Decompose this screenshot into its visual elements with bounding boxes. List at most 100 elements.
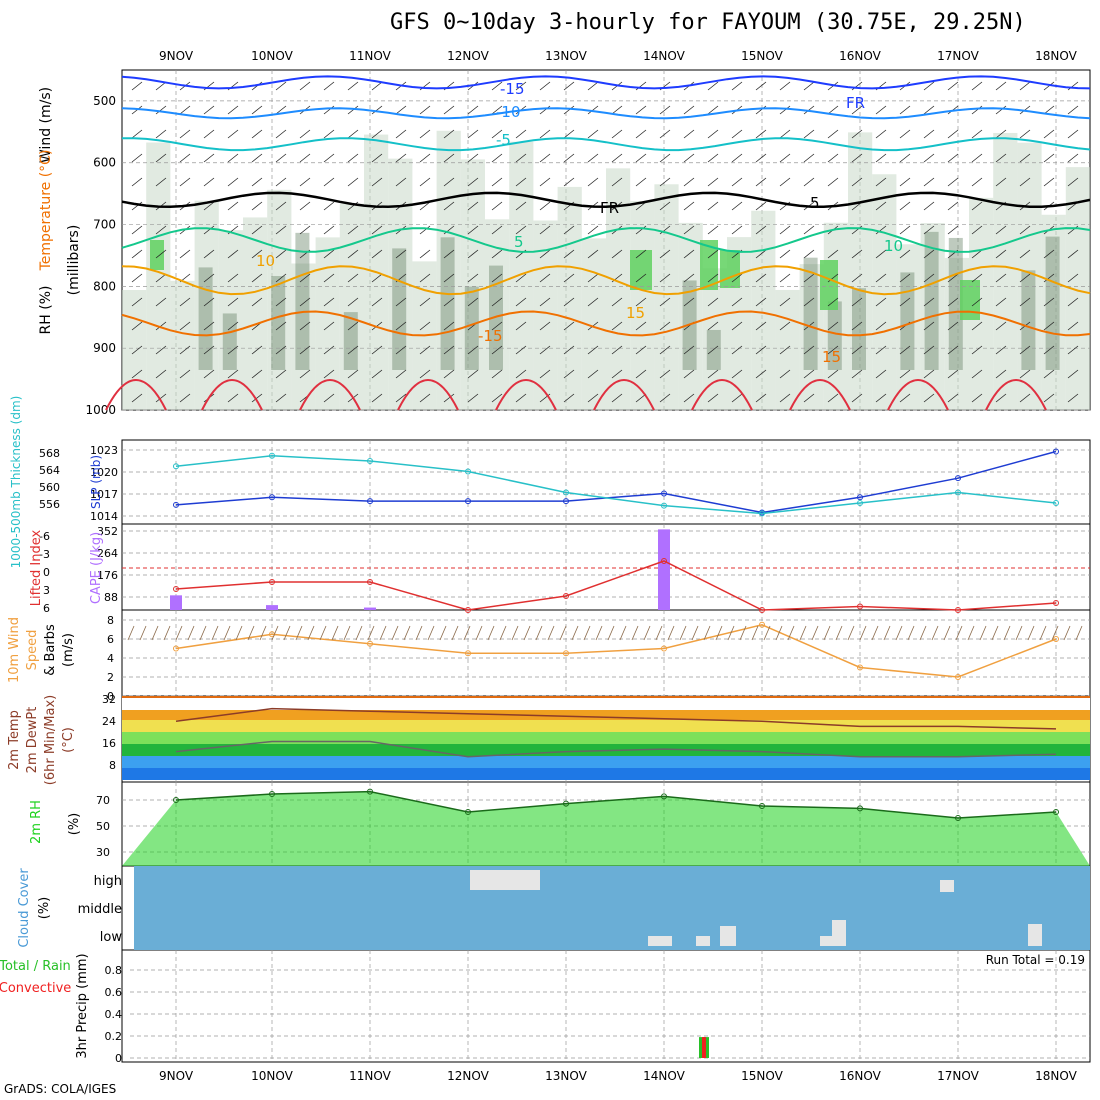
wind-barb [635,153,647,163]
wind-barb [947,273,959,283]
wind-barb [419,297,431,307]
wind-barb [443,369,455,379]
wind-barb [947,297,959,307]
wind-barb [275,345,287,355]
wind-barb [563,249,575,259]
cloud-ylabel: Cloud Cover [17,868,32,948]
wind-barb [875,153,887,163]
isotherm-minus10 [121,107,1091,120]
wind-barb [419,369,431,379]
wind-barb [683,225,695,235]
wind-tick: 0 [107,690,114,703]
wind-barb [1019,273,1031,283]
wind10-barb [151,625,159,641]
upper-ylabel-wind: Wind (m/s) [38,87,54,163]
wind-barb [971,369,983,379]
wind-barb [323,345,335,355]
wind-barb [995,273,1007,283]
wind-barb [707,105,719,115]
wind-barb [995,153,1007,163]
bottom-date-label: 10NOV [251,1069,293,1083]
wind-barb [971,249,983,259]
slp-line-point [367,498,373,505]
wind10-barb [163,625,171,641]
wind-barb [491,81,503,91]
cloud-ylabel-unit: (%) [37,897,52,920]
wind-barb [323,177,335,187]
wind-barb [851,369,863,379]
wind-barb [683,249,695,259]
wind-barb [155,225,167,235]
rh-moist-shade [960,280,980,320]
wind-barb [587,81,599,91]
wind-barb [1019,345,1031,355]
wind10-barb [415,625,423,641]
bottom-date-label: 9NOV [159,1069,194,1083]
wind-barb [347,321,359,331]
surface-warm-contour [397,379,459,411]
temp-tick: 24 [102,715,116,728]
rh-moist-shade [630,250,652,290]
wind-barb [755,345,767,355]
chart-title: GFS 0~10day 3-hourly for FAYOUM (30.75E,… [390,10,1026,35]
wind-barb [563,81,575,91]
rh-shade [654,184,679,410]
wind-barb [611,297,623,307]
precip-ylabel-3hr: 3hr Precip (mm) [75,953,90,1058]
rh-shade [872,174,897,410]
rh-shade [436,130,461,410]
wind-barb [299,369,311,379]
wind-barb [827,153,839,163]
wind-speed-line-point [857,664,863,671]
rh-shade [775,289,800,410]
wind-barb [731,273,743,283]
wind-barb [491,393,503,403]
wind-barb [659,345,671,355]
wind10-barb [811,625,819,641]
wind-barb [779,153,791,163]
rh-shade [146,142,171,410]
wind-barb [923,249,935,259]
wind-barb [1067,369,1079,379]
wind-speed-line-point [465,650,471,657]
wind-barb [419,153,431,163]
lifted-index-line-point [955,607,961,613]
wind-barb [635,105,647,115]
wind-barb [731,225,743,235]
slp-line [175,450,1057,514]
wind-barb [1043,273,1055,283]
wind-barb [803,153,815,163]
isotherm-label: -10 [496,103,521,121]
wind-barb [707,321,719,331]
cape-bar [658,529,670,610]
cloud-block [720,926,736,946]
wind-barb [563,225,575,235]
thickness-tick: 556 [39,498,60,511]
wind-barb [419,105,431,115]
top-date-label: 18NOV [1035,49,1077,63]
wind-barb [659,105,671,115]
rh-shade [460,159,485,410]
rh-shade [993,132,1018,410]
rh2m-line-point [367,788,373,795]
wind-barb [899,345,911,355]
wind-barb [899,273,911,283]
wind-barb [779,369,791,379]
thickness-tick: 568 [39,447,60,460]
wind-barb [491,369,503,379]
wind-barb [731,129,743,139]
isotherm-minus5 [122,137,1091,152]
wind10-barb [319,625,327,641]
wind-barb [203,177,215,187]
wind-barb [923,225,935,235]
wind-barb [659,369,671,379]
wind-barb [803,345,815,355]
wind-barb [443,273,455,283]
wind-barb [251,177,263,187]
wind-barb [347,297,359,307]
wind-barb [251,153,263,163]
wind-barb [995,105,1007,115]
wind10-barb [523,625,531,641]
wind-barb [827,321,839,331]
cape-bar [170,595,182,610]
